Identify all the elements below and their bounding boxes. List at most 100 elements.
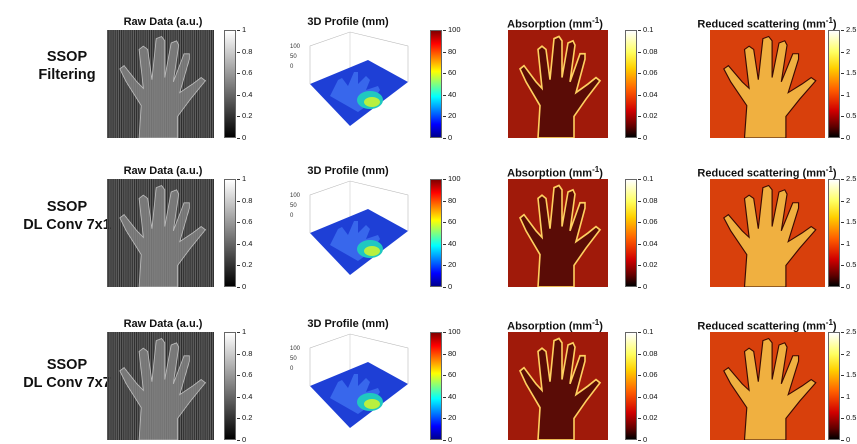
colorbar-tick-label: 100 — [443, 174, 461, 183]
colorbar-tick-label: 0 — [442, 282, 453, 291]
colorbar-tick-label: 0 — [236, 282, 247, 291]
colorbar-tick-label: 0.1 — [637, 25, 654, 34]
colorbar-tick-label: 0 — [637, 282, 648, 291]
z-tick-label: 50 — [290, 356, 297, 362]
colorbar-tick-label: 1 — [840, 238, 851, 248]
panel-title-r1-c3: Absorption (mm-1) — [507, 16, 603, 31]
colorbar-tick-label: 0.02 — [638, 111, 658, 121]
panel-title-r1-c4: Reduced scattering (mm-1) — [697, 16, 837, 31]
colorbar-tick-label: 0.06 — [638, 68, 658, 78]
colorbar-tick-label: 0.04 — [638, 391, 658, 401]
colorbar-r1-c3 — [625, 30, 637, 138]
row-label-line2: DL Conv 7x1 — [23, 217, 111, 233]
panel-title-r3-c4: Reduced scattering (mm-1) — [697, 318, 837, 333]
row-label-line1: SSOP — [46, 199, 88, 215]
colorbar-tick-label: 0.5 — [840, 260, 857, 270]
panel-title-r2-c2: 3D Profile (mm) — [307, 165, 389, 177]
colorbar-tick-label: 0.02 — [638, 260, 658, 270]
profile-3d-plot-r1: 100 50 0 — [290, 31, 409, 126]
image-panel-r1-c1 — [107, 30, 214, 138]
hand-image — [710, 30, 825, 138]
colorbar-r1-c2 — [430, 30, 442, 138]
colorbar-tick-label: 0.04 — [638, 238, 658, 248]
colorbar-tick-label: 0 — [840, 435, 851, 444]
colorbar-tick-label: 40 — [442, 89, 457, 99]
colorbar-tick-label: 0.08 — [638, 348, 658, 358]
image-panel-r1-c3 — [508, 30, 608, 138]
image-panel-r2-c1 — [107, 179, 214, 287]
colorbar-tick-label: 0 — [840, 133, 851, 142]
colorbar-tick-label: 0.4 — [236, 238, 253, 248]
colorbar-tick-label: 0 — [442, 435, 453, 444]
colorbar-tick-label: 1 — [236, 174, 247, 183]
colorbar-tick-label: 80 — [442, 46, 457, 56]
colorbar-tick-label: 60 — [442, 217, 457, 227]
colorbar-r1-c4 — [828, 30, 840, 138]
colorbar-tick-label: 0.4 — [236, 391, 253, 401]
colorbar-tick-label: 20 — [442, 111, 457, 121]
colorbar-tick-label: 2.5 — [840, 174, 857, 183]
hand-image — [710, 179, 825, 287]
colorbar-tick-label: 0.06 — [638, 217, 658, 227]
z-tick-label: 100 — [290, 193, 301, 199]
image-panel-r3-c3 — [508, 332, 608, 440]
colorbar-tick-label: 2 — [840, 46, 851, 56]
panel-title-r3-c1: Raw Data (a.u.) — [123, 318, 203, 330]
colorbar-tick-label: 60 — [442, 68, 457, 78]
colorbar-r2-c4 — [828, 179, 840, 287]
colorbar-tick-label: 2 — [840, 195, 851, 205]
row-label-line2: Filtering — [38, 67, 96, 83]
row-label-line1: SSOP — [46, 49, 88, 65]
z-tick-label: 50 — [290, 54, 297, 60]
colorbar-tick-label: 0.1 — [637, 327, 654, 336]
panel-title-r2-c1: Raw Data (a.u.) — [123, 165, 203, 177]
colorbar-tick-label: 40 — [442, 391, 457, 401]
z-tick-label: 100 — [290, 346, 301, 352]
colorbar-tick-label: 1.5 — [840, 217, 857, 227]
image-panel-r3-c4 — [710, 332, 825, 440]
colorbar-tick-label: 0.08 — [638, 46, 658, 56]
colorbar-tick-label: 0.2 — [236, 111, 253, 121]
colorbar-r1-c1 — [224, 30, 236, 138]
colorbar-tick-label: 2.5 — [840, 25, 857, 34]
row-label-2: SSOP DL Conv 7x1 — [12, 198, 122, 234]
image-panel-r3-c1 — [107, 332, 214, 440]
panel-title-r2-c4: Reduced scattering (mm-1) — [697, 165, 837, 180]
colorbar-tick-label: 0.2 — [236, 260, 253, 270]
colorbar-tick-label: 20 — [442, 413, 457, 423]
colorbar-tick-label: 0.8 — [236, 348, 253, 358]
row-label-1: SSOP Filtering — [12, 48, 122, 84]
hand-image — [710, 332, 825, 440]
row-label-3: SSOP DL Conv 7x7 — [12, 356, 122, 392]
colorbar-tick-label: 1 — [840, 391, 851, 401]
colorbar-r2-c3 — [625, 179, 637, 287]
colorbar-tick-label: 0.6 — [236, 217, 253, 227]
row-label-line1: SSOP — [46, 357, 88, 373]
colorbar-tick-label: 0 — [236, 435, 247, 444]
colorbar-tick-label: 0.06 — [638, 370, 658, 380]
colorbar-tick-label: 0 — [236, 133, 247, 142]
profile-3d-plot-r2: 100 50 0 — [290, 180, 409, 275]
colorbar-tick-label: 2.5 — [840, 327, 857, 336]
colorbar-tick-label: 100 — [443, 327, 461, 336]
colorbar-tick-label: 0.02 — [638, 413, 658, 423]
colorbar-tick-label: 1.5 — [840, 370, 857, 380]
z-tick-label: 50 — [290, 203, 297, 209]
panel-title-r1-c1: Raw Data (a.u.) — [123, 16, 203, 28]
hand-image — [107, 30, 214, 138]
colorbar-tick-label: 0.5 — [840, 413, 857, 423]
image-panel-r2-c4 — [710, 179, 825, 287]
panel-title-r3-c2: 3D Profile (mm) — [307, 318, 389, 330]
colorbar-r3-c3 — [625, 332, 637, 440]
colorbar-tick-label: 0.8 — [236, 46, 253, 56]
z-tick-label: 0 — [290, 213, 294, 219]
colorbar-tick-label: 0.4 — [236, 89, 253, 99]
colorbar-tick-label: 1.5 — [840, 68, 857, 78]
profile-3d-plot-r3: 100 50 0 — [290, 333, 409, 428]
colorbar-tick-label: 0.1 — [637, 174, 654, 183]
colorbar-r3-c1 — [224, 332, 236, 440]
colorbar-tick-label: 40 — [442, 238, 457, 248]
z-tick-label: 0 — [290, 64, 294, 70]
hand-image — [107, 332, 214, 440]
colorbar-tick-label: 0 — [840, 282, 851, 291]
